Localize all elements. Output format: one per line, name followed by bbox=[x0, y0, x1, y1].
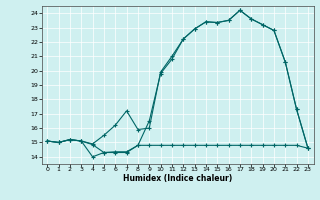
X-axis label: Humidex (Indice chaleur): Humidex (Indice chaleur) bbox=[123, 174, 232, 183]
